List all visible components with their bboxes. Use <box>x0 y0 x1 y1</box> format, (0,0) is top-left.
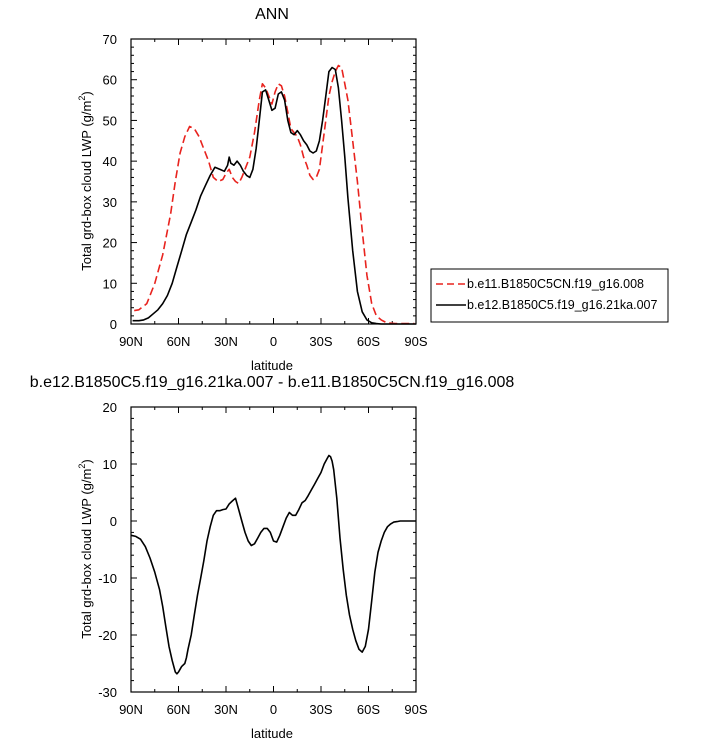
chart2-ytick-label: 10 <box>103 457 117 472</box>
legend-box <box>430 268 669 323</box>
chart1-xtick-label: 0 <box>270 334 277 349</box>
chart1-ytick-label: 50 <box>103 113 117 128</box>
chart-difference-lwp: b.e12.B1850C5.f19_g16.21ka.007 - b.e11.B… <box>30 374 515 741</box>
legend-label-series-a: b.e11.B1850C5CN.f19_g16.008 <box>467 277 644 291</box>
chart1-title: ANN <box>255 6 289 23</box>
chart2-title: b.e12.B1850C5.f19_g16.21ka.007 - b.e11.B… <box>30 374 515 391</box>
chart2-xtick-label: 90N <box>119 702 143 717</box>
chart1-xtick-label: 60N <box>167 334 191 349</box>
chart1-ytick-label: 20 <box>103 236 117 251</box>
legend-label-series-b: b.e12.B1850C5.f19_g16.21ka.007 <box>467 298 657 312</box>
chart1-xtick-label: 90S <box>404 334 427 349</box>
chart-annual-lwp: ANN 90N 60N 30N 0 30S 60S 90S 0 10 20 30 40 50 60 70 T… <box>77 6 669 373</box>
svg-text:Total grd-box cloud LWP (g/m2): Total grd-box cloud LWP (g/m2) <box>77 459 94 638</box>
chart1-legend: b.e11.B1850C5CN.f19_g16.008 b.e12.B1850C… <box>430 268 669 323</box>
chart2-xtick-label: 90S <box>404 702 427 717</box>
chart2-series-line-1 <box>130 454 416 675</box>
chart2-xtick-label: 30N <box>214 702 238 717</box>
chart1-ylabel-close: ) <box>79 91 94 95</box>
chart2-ytick-label: -20 <box>98 628 117 643</box>
chart1-series <box>132 64 416 325</box>
chart1-ytick-label: 40 <box>103 154 117 169</box>
chart2-xtick-label: 60N <box>167 702 191 717</box>
chart2-ylabel-text: Total grd-box cloud LWP (g/m <box>79 469 94 639</box>
chart1-xtick-label: 60S <box>357 334 380 349</box>
chart2-xtick-label: 0 <box>270 702 277 717</box>
chart1-series-line-2 <box>132 66 416 325</box>
svg-text:Total grd-box cloud LWP (g/m2): Total grd-box cloud LWP (g/m2) <box>77 91 94 270</box>
chart2-plot-frame <box>130 406 417 693</box>
chart1-ytick-label: 10 <box>103 276 117 291</box>
chart1-ylabel-text: Total grd-box cloud LWP (g/m <box>79 101 94 271</box>
chart1-xtick-label: 30N <box>214 334 238 349</box>
chart2-xtick-label: 60S <box>357 702 380 717</box>
chart2-series <box>130 454 416 675</box>
chart2-xtick-label: 30S <box>309 702 332 717</box>
chart1-ytick-label: 70 <box>103 32 117 47</box>
chart2-ytick-label: -30 <box>98 685 117 700</box>
chart1-ytick-label: 0 <box>110 317 117 332</box>
chart2-axes: 90N 60N 30N 0 30S 60S 90S -30 -20 -10 0 10 20 <box>98 400 428 717</box>
chart1-series-line-1 <box>134 64 415 325</box>
chart1-ylabel-sup: 2 <box>77 96 87 101</box>
chart2-xlabel: latitude <box>251 726 293 741</box>
chart1-plot-frame <box>130 38 417 325</box>
chart2-ylabel-sup: 2 <box>77 464 87 469</box>
chart1-ytick-label: 60 <box>103 73 117 88</box>
chart2-ytick-label: 20 <box>103 400 117 415</box>
chart2-ylabel-close: ) <box>79 459 94 463</box>
chart1-axes: 90N 60N 30N 0 30S 60S 90S 0 10 20 30 40 50 60 70 <box>103 32 428 349</box>
chart1-ytick-label: 30 <box>103 195 117 210</box>
chart1-y-axis-label: Total grd-box cloud LWP (g/m2) <box>77 91 94 270</box>
chart1-xtick-label: 90N <box>119 334 143 349</box>
chart2-ytick-label: -10 <box>98 571 117 586</box>
chart2-y-axis-label: Total grd-box cloud LWP (g/m2) <box>77 459 94 638</box>
chart2-ytick-label: 0 <box>110 514 117 529</box>
chart1-xtick-label: 30S <box>309 334 332 349</box>
chart1-xlabel: latitude <box>251 358 293 373</box>
